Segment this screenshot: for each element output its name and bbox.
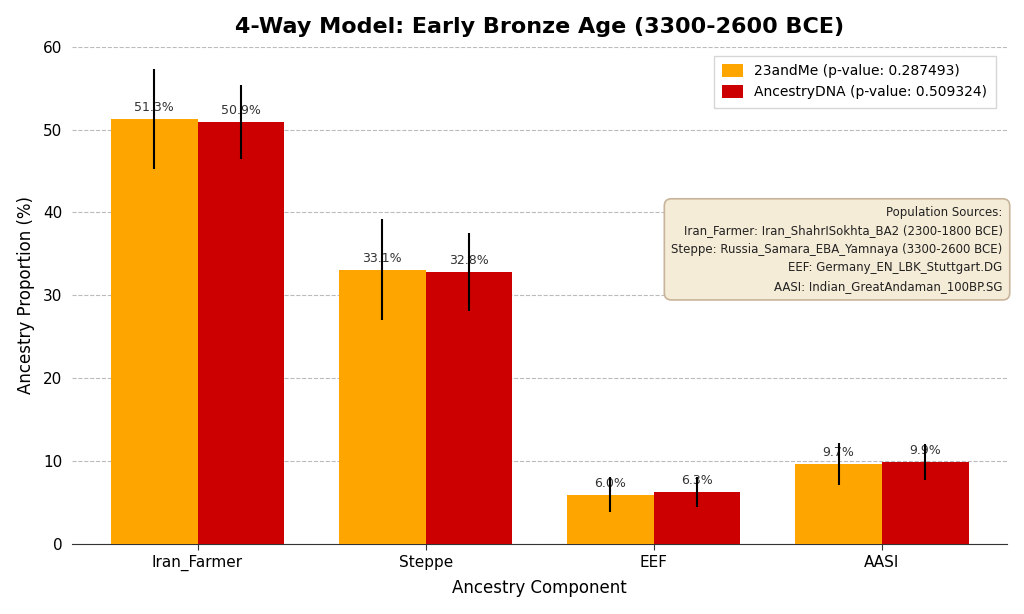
Text: 51.3%: 51.3%	[134, 101, 174, 114]
Legend: 23andMe (p-value: 0.287493), AncestryDNA (p-value: 0.509324): 23andMe (p-value: 0.287493), AncestryDNA…	[714, 56, 995, 107]
Title: 4-Way Model: Early Bronze Age (3300-2600 BCE): 4-Way Model: Early Bronze Age (3300-2600…	[236, 17, 844, 37]
Y-axis label: Ancestry Proportion (%): Ancestry Proportion (%)	[16, 196, 35, 394]
Text: Population Sources:
Iran_Farmer: Iran_ShahrISokhta_BA2 (2300-1800 BCE)
Steppe: R: Population Sources: Iran_Farmer: Iran_Sh…	[672, 206, 1002, 293]
X-axis label: Ancestry Component: Ancestry Component	[453, 580, 627, 597]
Bar	[796, 464, 882, 545]
Text: 6.0%: 6.0%	[595, 476, 627, 489]
Bar	[339, 270, 426, 545]
Bar	[653, 492, 740, 545]
Text: 6.3%: 6.3%	[681, 474, 713, 487]
Bar	[567, 495, 653, 545]
Bar	[882, 462, 969, 545]
Text: 32.8%: 32.8%	[450, 254, 488, 267]
Text: 50.9%: 50.9%	[221, 104, 261, 117]
Text: 33.1%: 33.1%	[362, 252, 402, 265]
Bar	[111, 119, 198, 545]
Bar	[198, 122, 285, 545]
Text: 9.7%: 9.7%	[822, 446, 854, 459]
Bar	[426, 272, 512, 545]
Text: 9.9%: 9.9%	[909, 445, 941, 457]
